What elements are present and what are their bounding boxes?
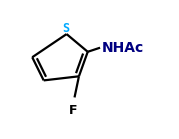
Text: F: F bbox=[69, 104, 77, 117]
Text: NHAc: NHAc bbox=[102, 41, 144, 55]
Text: S: S bbox=[63, 22, 70, 35]
